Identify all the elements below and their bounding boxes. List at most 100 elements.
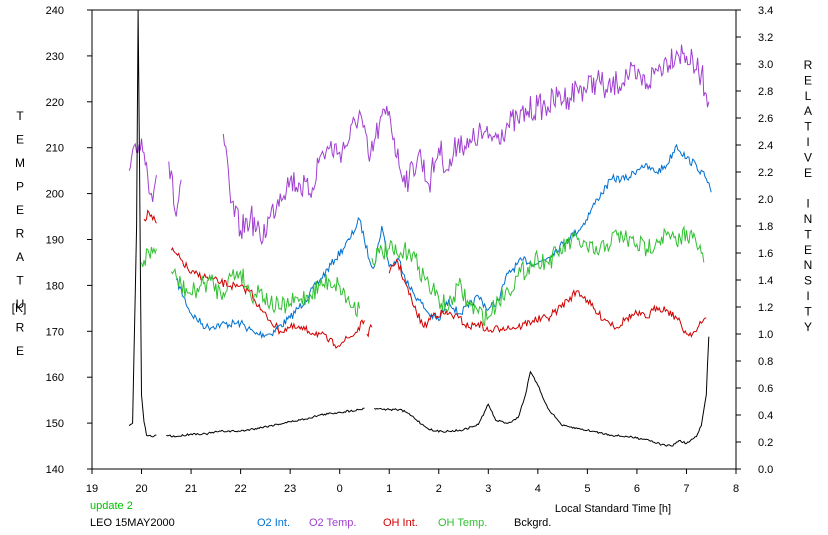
left-axis-letter: R bbox=[16, 321, 25, 335]
right-tick-label: 0.8 bbox=[758, 356, 773, 368]
series-line-oh-int bbox=[366, 323, 373, 338]
left-axis-letter: T bbox=[16, 274, 24, 288]
right-axis-letter: Y bbox=[804, 320, 812, 334]
right-tick-label: 1.8 bbox=[758, 221, 773, 233]
left-tick-label: 190 bbox=[46, 235, 64, 247]
series-line-oh-temp bbox=[170, 267, 360, 318]
right-axis-letter: N bbox=[804, 258, 813, 272]
right-axis-letter: E bbox=[804, 73, 812, 87]
right-axis-letter: A bbox=[804, 104, 812, 118]
left-axis-letter: P bbox=[16, 180, 24, 194]
right-tick-label: 1.2 bbox=[758, 302, 773, 314]
right-tick-label: 0.0 bbox=[758, 464, 773, 476]
right-axis-letter: N bbox=[804, 212, 813, 226]
series-layer bbox=[128, 9, 712, 447]
left-tick-label: 140 bbox=[46, 464, 64, 476]
series-line-oh-int bbox=[170, 246, 365, 349]
right-tick-label: 2.2 bbox=[758, 167, 773, 179]
x-tick-label: 21 bbox=[185, 483, 197, 495]
right-tick-label: 0.2 bbox=[758, 437, 773, 449]
right-axis-letter: R bbox=[804, 58, 813, 72]
right-axis-letter: I bbox=[806, 289, 809, 303]
series-line-bckgrd bbox=[374, 336, 710, 447]
left-tick-label: 230 bbox=[46, 51, 64, 63]
left-axis-letter: A bbox=[16, 250, 24, 264]
series-line-oh-temp bbox=[141, 246, 157, 268]
left-axis: 140 150 160 170 180 190 200 210 220 230 240 bbox=[46, 5, 92, 476]
x-axis-label: Local Standard Time [h] bbox=[555, 503, 671, 515]
x-tick-label: 3 bbox=[485, 483, 491, 495]
series-line-oh-temp bbox=[371, 225, 705, 327]
status-text: update 2 bbox=[90, 500, 133, 512]
legend-entry: OH Temp. bbox=[438, 517, 487, 529]
right-axis-letter: L bbox=[805, 89, 812, 103]
plot-frame bbox=[91, 9, 737, 470]
right-axis-letter: I bbox=[806, 197, 809, 211]
right-tick-label: 0.4 bbox=[758, 410, 773, 422]
left-tick-label: 180 bbox=[46, 280, 64, 292]
left-tick-label: 210 bbox=[46, 143, 64, 155]
legend-entry: OH Int. bbox=[383, 517, 418, 529]
x-tick-label: 19 bbox=[86, 483, 98, 495]
x-tick-label: 22 bbox=[234, 483, 246, 495]
x-tick-label: 20 bbox=[135, 483, 147, 495]
left-tick-label: 200 bbox=[46, 189, 64, 201]
left-axis-letter: U bbox=[16, 297, 25, 311]
legend: O2 Int. O2 Temp. OH Int. OH Temp. Bckgrd. bbox=[257, 517, 551, 529]
right-axis-letter: I bbox=[806, 135, 809, 149]
right-tick-label: 1.0 bbox=[758, 329, 773, 341]
right-axis-letter: S bbox=[804, 274, 812, 288]
x-tick-label: 4 bbox=[535, 483, 541, 495]
left-tick-label: 160 bbox=[46, 372, 64, 384]
station-date: LEO 15MAY2000 bbox=[90, 517, 175, 529]
right-tick-label: 1.6 bbox=[758, 248, 773, 260]
x-tick-label: 23 bbox=[284, 483, 296, 495]
x-axis: 19 20 21 22 23 0 1 2 3 4 5 6 7 8 bbox=[86, 469, 739, 495]
left-axis-letter: E bbox=[16, 203, 24, 217]
series-line-oh-int bbox=[143, 209, 157, 224]
series-line-bckgrd bbox=[128, 9, 157, 438]
x-tick-label: 7 bbox=[683, 483, 689, 495]
series-line-o2-temp bbox=[128, 138, 157, 202]
x-tick-label: 0 bbox=[337, 483, 343, 495]
right-tick-label: 2.0 bbox=[758, 194, 773, 206]
right-tick-label: 3.0 bbox=[758, 59, 773, 71]
right-tick-label: 3.2 bbox=[758, 32, 773, 44]
x-tick-label: 2 bbox=[436, 483, 442, 495]
right-tick-label: 3.4 bbox=[758, 5, 773, 17]
series-line-bckgrd bbox=[166, 407, 365, 438]
series-line-o2-temp bbox=[168, 161, 182, 217]
series-line-o2-int bbox=[175, 143, 712, 340]
x-tick-label: 5 bbox=[584, 483, 590, 495]
left-tick-label: 170 bbox=[46, 326, 64, 338]
right-axis: 0.0 0.2 0.4 0.6 0.8 1.0 1.2 1.4 1.6 1.8 2.0 2.2 2.4 2… bbox=[736, 5, 773, 476]
x-tick-label: 8 bbox=[733, 483, 739, 495]
right-axis-letter: T bbox=[804, 304, 812, 318]
left-axis-letter: E bbox=[16, 344, 24, 358]
legend-entry: Bckgrd. bbox=[514, 517, 551, 529]
right-tick-label: 2.6 bbox=[758, 113, 773, 125]
left-tick-label: 150 bbox=[46, 418, 64, 430]
x-tick-label: 1 bbox=[386, 483, 392, 495]
left-axis-letter: M bbox=[15, 156, 25, 170]
right-tick-label: 1.4 bbox=[758, 275, 773, 287]
left-axis-letter: T bbox=[16, 109, 24, 123]
right-axis-letter: T bbox=[804, 120, 812, 134]
series-line-oh-int bbox=[388, 258, 707, 338]
right-axis-letter: E bbox=[804, 166, 812, 180]
right-tick-label: 2.4 bbox=[758, 140, 773, 152]
series-line-o2-temp bbox=[222, 44, 710, 246]
left-axis-unit: [K] bbox=[12, 301, 27, 315]
right-axis-letter: V bbox=[804, 150, 812, 164]
legend-entry: O2 Int. bbox=[257, 517, 290, 529]
left-axis-letter: E bbox=[16, 133, 24, 147]
left-axis-letter: R bbox=[16, 227, 25, 241]
x-tick-label: 6 bbox=[634, 483, 640, 495]
legend-entry: O2 Temp. bbox=[309, 517, 357, 529]
right-axis-letter: T bbox=[804, 227, 812, 241]
right-axis-letter: E bbox=[804, 243, 812, 257]
